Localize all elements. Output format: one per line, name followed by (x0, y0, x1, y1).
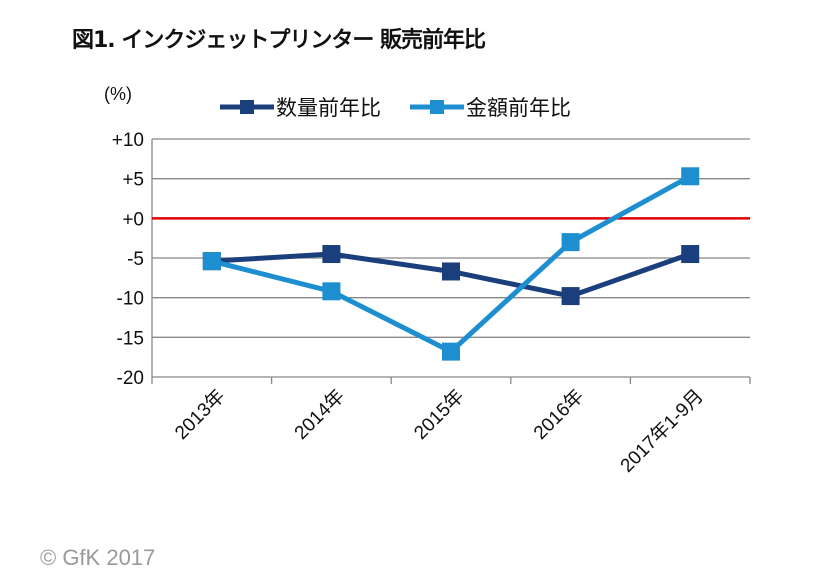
data-point (322, 282, 341, 301)
data-point (561, 287, 580, 306)
y-tick-label: -20 (117, 368, 144, 389)
legend-item: 数量前年比 (220, 97, 381, 120)
x-tick-label: 2013年 (170, 385, 229, 444)
y-tick-label: -15 (117, 328, 144, 349)
y-tick-label: -10 (117, 289, 144, 310)
data-point (442, 262, 460, 281)
legend-label: 金額前年比 (466, 97, 571, 120)
series-2 (202, 167, 700, 361)
y-axis-label: (%) (104, 84, 132, 104)
data-point (681, 167, 700, 186)
legend-marker (240, 100, 254, 114)
data-point (322, 245, 341, 264)
x-tick-label: 2016年 (529, 385, 588, 444)
y-tick-label: -5 (127, 249, 144, 270)
y-tick-label: +0 (122, 209, 144, 230)
copyright: © GfK 2017 (40, 545, 156, 570)
data-point (561, 233, 580, 252)
x-tick-label: 2014年 (290, 385, 349, 444)
x-tick-label: 2015年 (410, 385, 469, 444)
chart-title: 図1. インクジェットプリンター 販売前年比 (72, 28, 486, 53)
data-point (681, 245, 700, 264)
series-1 (202, 245, 700, 306)
x-tick-label: 2017年1-9月 (616, 385, 708, 477)
legend-label: 数量前年比 (276, 97, 381, 120)
legend-marker (430, 100, 444, 114)
legend-item: 金額前年比 (410, 97, 571, 120)
y-tick-label: +10 (112, 130, 144, 151)
data-point (202, 252, 221, 271)
y-tick-label: +5 (122, 170, 144, 191)
data-point (442, 342, 460, 361)
